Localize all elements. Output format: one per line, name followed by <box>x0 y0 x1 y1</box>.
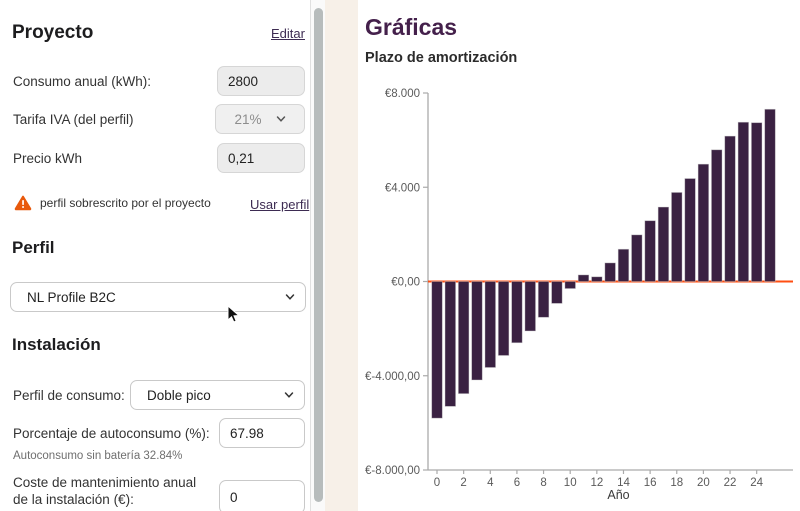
consumption-profile-value: Doble pico <box>147 387 211 403</box>
profile-override-warning: perfil sobrescrito por el proyecto <box>14 195 211 211</box>
svg-text:Año: Año <box>607 488 629 502</box>
chevron-down-icon <box>285 292 295 302</box>
svg-text:18: 18 <box>670 477 683 489</box>
consumption-profile-label: Perfil de consumo: <box>13 388 125 403</box>
svg-text:16: 16 <box>644 477 657 489</box>
svg-text:8: 8 <box>540 477 546 489</box>
chevron-down-icon <box>276 114 286 124</box>
profile-section-title: Perfil <box>12 238 55 257</box>
profile-select-value: NL Profile B2C <box>27 289 116 305</box>
svg-text:2: 2 <box>460 477 466 489</box>
profile-override-warning-text: perfil sobrescrito por el proyecto <box>40 196 211 210</box>
consumption-profile-select[interactable]: Doble pico <box>130 380 305 410</box>
charts-panel: Gráficas Plazo de amortización €8.000 €4.… <box>358 0 800 511</box>
profile-select[interactable]: NL Profile B2C <box>10 282 306 312</box>
sidebar-scrollbar-thumb[interactable] <box>314 8 323 502</box>
annual-consumption-label: Consumo anual (kWh): <box>13 74 152 89</box>
svg-text:22: 22 <box>724 477 737 489</box>
svg-text:10: 10 <box>564 477 577 489</box>
use-profile-link[interactable]: Usar perfil <box>250 197 310 212</box>
svg-text:20: 20 <box>697 477 710 489</box>
svg-text:4: 4 <box>487 477 494 489</box>
project-section-title: Proyecto <box>12 22 94 43</box>
self-consumption-hint: Autoconsumo sin batería 32.84% <box>13 450 183 462</box>
svg-text:€4.000: €4.000 <box>385 182 420 194</box>
svg-text:6: 6 <box>514 477 520 489</box>
maintenance-cost-label: Coste de mantenimiento anual de la insta… <box>13 475 197 507</box>
kwh-price-label: Precio kWh <box>13 151 83 166</box>
mouse-cursor-icon <box>227 304 241 324</box>
charts-page-title: Gráficas <box>365 14 458 40</box>
vat-rate-value: 21% <box>234 111 262 127</box>
svg-text:€0,00: €0,00 <box>391 277 420 289</box>
maintenance-cost-input[interactable] <box>219 480 305 511</box>
chevron-down-icon <box>284 390 294 400</box>
vat-rate-label: Tarifa IVA (del perfil) <box>13 112 134 127</box>
svg-text:0: 0 <box>434 477 440 489</box>
amortization-bar-chart: €8.000€4.000€0,00€-4.000,00€-8.000,000 2 4… <box>365 88 793 502</box>
project-sidebar: Proyecto Editar Consumo anual (kWh): Tar… <box>0 0 310 511</box>
svg-text:€8.000: €8.000 <box>385 88 420 100</box>
annual-consumption-input[interactable] <box>217 66 305 96</box>
svg-text:€-4.000,00: €-4.000,00 <box>365 371 420 383</box>
edit-project-link[interactable]: Editar <box>271 26 305 41</box>
svg-text:24: 24 <box>750 477 763 489</box>
svg-text:€-8.000,00: €-8.000,00 <box>365 465 420 477</box>
panel-gap <box>325 0 358 511</box>
amortization-chart-title: Plazo de amortización <box>365 50 518 66</box>
svg-text:12: 12 <box>590 477 603 489</box>
installation-section-title: Instalación <box>12 335 101 354</box>
svg-text:14: 14 <box>617 477 630 489</box>
sidebar-scrollbar[interactable] <box>310 0 325 511</box>
self-consumption-input[interactable] <box>219 418 305 448</box>
warning-triangle-icon <box>14 195 32 211</box>
vat-rate-select[interactable]: 21% <box>215 104 305 134</box>
self-consumption-label: Porcentaje de autoconsumo (%): <box>13 426 210 441</box>
kwh-price-input[interactable] <box>217 143 305 173</box>
